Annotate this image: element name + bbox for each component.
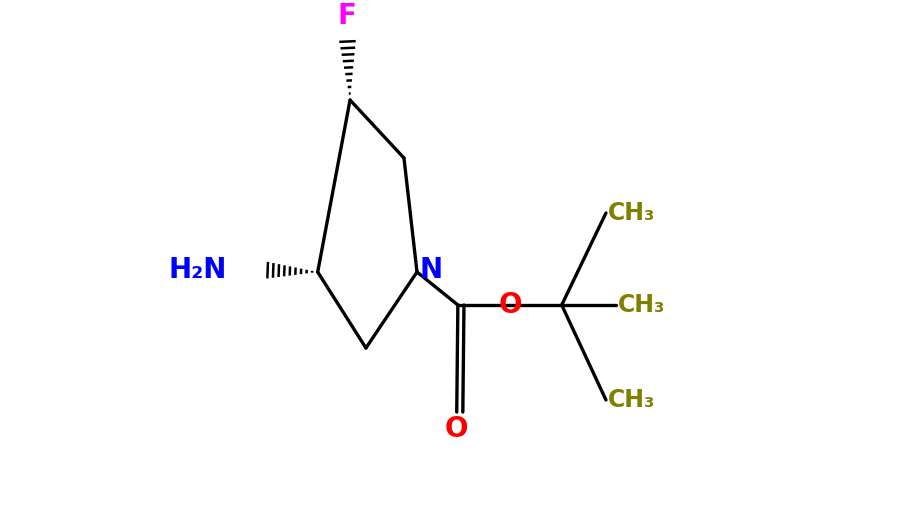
Text: CH₃: CH₃	[608, 201, 656, 225]
Text: H₂N: H₂N	[169, 256, 227, 284]
Text: F: F	[338, 2, 357, 30]
Text: CH₃: CH₃	[608, 388, 656, 412]
Text: CH₃: CH₃	[618, 293, 666, 317]
Text: N: N	[420, 256, 443, 284]
Text: O: O	[445, 415, 468, 443]
Text: O: O	[499, 291, 522, 319]
